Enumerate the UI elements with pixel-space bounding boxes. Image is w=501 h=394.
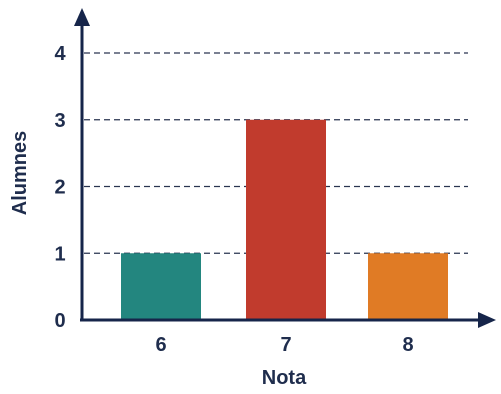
y-axis-arrow-icon [74,8,90,26]
axes [74,8,496,328]
x-tick-labels: 6 7 8 [155,334,413,356]
x-tick-label: 8 [402,334,413,356]
bars [121,119,448,320]
y-tick-label: 4 [54,43,66,65]
y-axis-title: Alumnes [9,131,31,215]
bar-8 [368,253,448,320]
x-tick-label: 7 [280,334,291,356]
y-tick-label: 1 [54,243,65,265]
y-tick-label: 2 [54,177,65,199]
y-tick-label: 0 [54,310,65,332]
y-tick-label: 3 [54,110,65,132]
bar-7 [246,119,326,320]
x-axis-arrow-icon [478,312,496,328]
y-tick-labels: 0 1 2 3 4 [54,43,66,332]
x-tick-label: 6 [155,334,166,356]
x-axis-title: Nota [262,367,307,389]
bar-6 [121,253,201,320]
